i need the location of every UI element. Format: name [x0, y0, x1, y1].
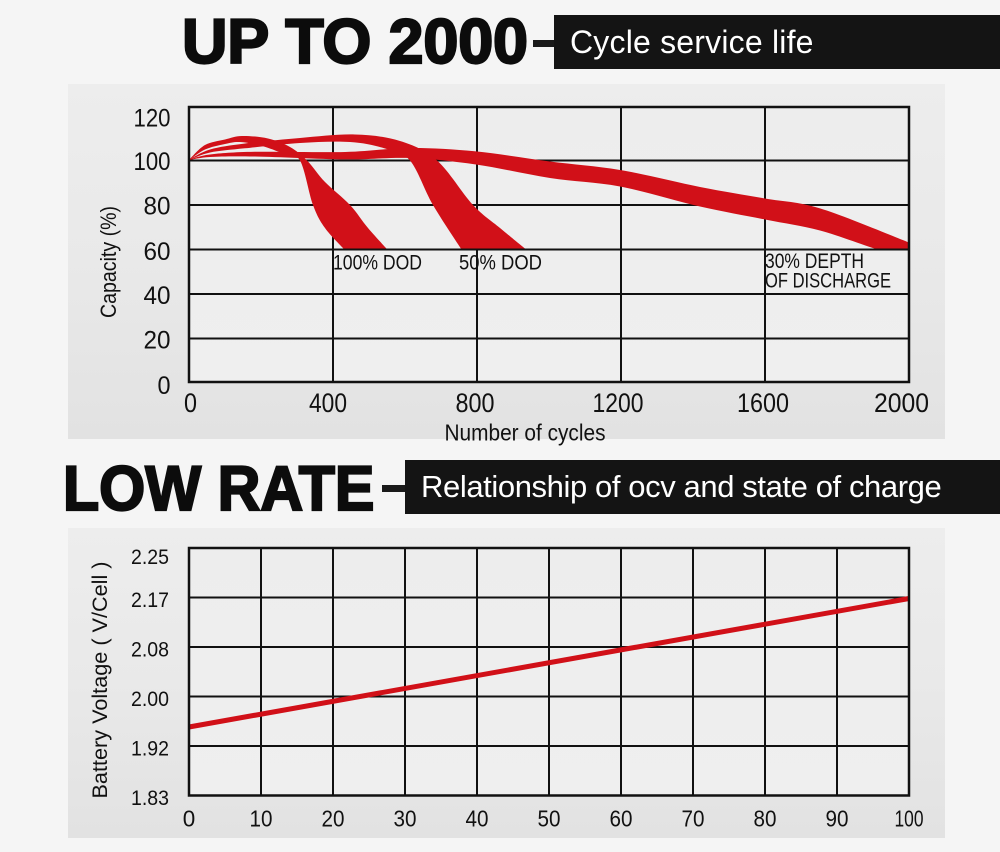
svg-text:100: 100 — [134, 148, 171, 176]
svg-text:30: 30 — [394, 806, 417, 832]
svg-text:40: 40 — [144, 282, 171, 310]
svg-text:OF DISCHARGE: OF DISCHARGE — [765, 270, 891, 293]
svg-text:0: 0 — [184, 388, 197, 418]
svg-text:30% DEPTH: 30% DEPTH — [765, 250, 864, 273]
svg-text:0: 0 — [158, 372, 171, 400]
svg-text:80: 80 — [144, 192, 171, 220]
svg-text:2.17: 2.17 — [131, 589, 169, 612]
svg-text:70: 70 — [682, 806, 705, 832]
svg-text:60: 60 — [144, 238, 171, 266]
svg-text:1200: 1200 — [593, 388, 644, 418]
svg-text:100: 100 — [895, 806, 924, 832]
svg-text:20: 20 — [144, 327, 171, 355]
svg-text:80: 80 — [754, 806, 777, 832]
svg-text:60: 60 — [610, 806, 633, 832]
svg-text:800: 800 — [456, 388, 495, 418]
svg-text:400: 400 — [309, 388, 347, 418]
svg-text:2.25: 2.25 — [131, 546, 169, 569]
svg-text:1.83: 1.83 — [131, 787, 169, 810]
svg-text:50: 50 — [538, 806, 561, 832]
svg-text:100% DOD: 100% DOD — [333, 252, 422, 275]
svg-text:1600: 1600 — [737, 388, 789, 418]
svg-text:2000: 2000 — [874, 388, 929, 418]
svg-text:40: 40 — [466, 806, 489, 832]
svg-text:1.92: 1.92 — [131, 737, 169, 760]
svg-text:2.08: 2.08 — [131, 638, 169, 661]
svg-text:20: 20 — [322, 806, 345, 832]
svg-text:50% DOD: 50% DOD — [459, 252, 542, 275]
svg-text:2.00: 2.00 — [131, 688, 169, 711]
svg-text:Capacity (%): Capacity (%) — [96, 206, 121, 318]
svg-text:90: 90 — [826, 806, 849, 832]
svg-text:Number of cycles: Number of cycles — [445, 420, 606, 446]
svg-text:10: 10 — [250, 806, 273, 832]
svg-text:0: 0 — [183, 806, 196, 832]
svg-text:Battery Voltage ( V/Cell ): Battery Voltage ( V/Cell ) — [89, 562, 112, 799]
svg-text:120: 120 — [134, 104, 171, 132]
